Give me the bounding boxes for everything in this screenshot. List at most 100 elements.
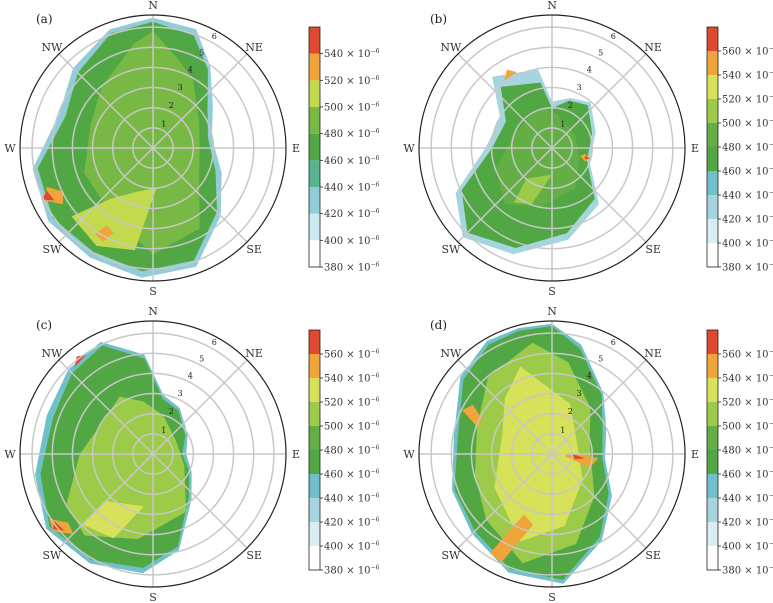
direction-label: SE bbox=[246, 549, 262, 562]
colorbar-segment bbox=[707, 330, 718, 354]
colorbar-tick-label: 480 × 10−6 bbox=[324, 128, 380, 140]
ring-label: 4 bbox=[587, 65, 592, 74]
colorbar-tick-label: 560 × 10−6 bbox=[722, 46, 773, 58]
colorbar-tick-label: 400 × 10−6 bbox=[324, 541, 380, 553]
direction-label: S bbox=[548, 285, 556, 298]
direction-label: N bbox=[547, 0, 557, 12]
ring-label: 3 bbox=[577, 389, 582, 398]
colorbar-segment bbox=[707, 99, 718, 123]
colorbar-tick-label: 500 × 10−6 bbox=[722, 118, 773, 130]
contour-region bbox=[74, 354, 87, 367]
colorbar-segment bbox=[309, 27, 320, 54]
colorbar-segment bbox=[309, 378, 320, 402]
colorbar-tick-label: 400 × 10−6 bbox=[324, 235, 380, 247]
direction-label: SW bbox=[42, 549, 62, 562]
direction-label: NW bbox=[41, 41, 63, 54]
direction-label: S bbox=[548, 591, 556, 603]
direction-label: NW bbox=[440, 41, 462, 54]
colorbar-segment bbox=[309, 426, 320, 450]
colorbar-tick-label: 480 × 10−6 bbox=[722, 142, 773, 154]
colorbar-tick-label: 440 × 10−6 bbox=[324, 493, 380, 505]
colorbar-tick-label: 560 × 10−6 bbox=[722, 349, 773, 361]
colorbar-tick-label: 480 × 10−6 bbox=[324, 445, 380, 457]
colorbar-segment bbox=[707, 498, 718, 522]
ring-label: 1 bbox=[560, 426, 565, 435]
panel-letter: (c) bbox=[36, 318, 52, 332]
contour-region bbox=[490, 514, 534, 563]
contour-region bbox=[82, 501, 144, 539]
direction-label: E bbox=[691, 142, 699, 155]
colorbar-segment bbox=[309, 402, 320, 426]
ring-label: 1 bbox=[161, 426, 166, 435]
colorbar-tick-label: 420 × 10−6 bbox=[324, 517, 380, 529]
colorbar-tick-label: 540 × 10−6 bbox=[722, 373, 773, 385]
direction-label: SW bbox=[441, 243, 461, 256]
polar-frame bbox=[19, 14, 287, 282]
colorbar-segment bbox=[707, 123, 718, 147]
colorbar-segment bbox=[707, 171, 718, 195]
colorbar-segment bbox=[707, 195, 718, 219]
direction-label: S bbox=[149, 285, 157, 298]
grid-spoke bbox=[58, 359, 154, 455]
ring-label: 2 bbox=[169, 101, 174, 110]
colorbar-tick-label: 440 × 10−6 bbox=[722, 493, 773, 505]
direction-label: SW bbox=[42, 243, 62, 256]
ring-label: 1 bbox=[560, 120, 565, 129]
contour-fills bbox=[32, 17, 222, 278]
colorbar-tick-label: 380 × 10−6 bbox=[722, 565, 773, 577]
grid-spoke bbox=[457, 359, 553, 455]
colorbar-segment bbox=[707, 402, 718, 426]
ring-label: 6 bbox=[212, 32, 217, 41]
colorbar-tick-label: 540 × 10−6 bbox=[324, 48, 380, 60]
colorbar-segment bbox=[309, 240, 320, 267]
direction-label: E bbox=[292, 142, 300, 155]
colorbar-tick-label: 460 × 10−6 bbox=[722, 166, 773, 178]
colorbar-segment bbox=[309, 53, 320, 81]
panel-letter: (d) bbox=[430, 318, 447, 332]
direction-label: SW bbox=[441, 549, 461, 562]
colorbar-segment bbox=[707, 426, 718, 450]
colorbar-segment bbox=[309, 133, 320, 161]
colorbar-segment bbox=[309, 107, 320, 134]
colorbar: 380 × 10−6 400 × 10−6 420 × 10−6 440 × 10−6… bbox=[706, 329, 773, 577]
colorbar-tick-label: 480 × 10−6 bbox=[722, 445, 773, 457]
grid-spoke bbox=[152, 453, 248, 549]
colorbar-tick-label: 520 × 10−6 bbox=[324, 397, 380, 409]
ring-label: 4 bbox=[188, 65, 193, 74]
contour-region bbox=[584, 155, 590, 160]
contour-region bbox=[95, 225, 114, 242]
colorbar-tick-label: 420 × 10−6 bbox=[722, 517, 773, 529]
direction-label: N bbox=[148, 0, 158, 12]
contour-region bbox=[53, 520, 65, 531]
direction-label: E bbox=[292, 448, 300, 461]
colorbar-tick-label: 520 × 10−6 bbox=[722, 397, 773, 409]
colorbar-segment bbox=[707, 354, 718, 378]
direction-label: W bbox=[403, 448, 415, 461]
colorbar-tick-label: 520 × 10−6 bbox=[722, 94, 773, 106]
colorbar-tick-label: 400 × 10−6 bbox=[722, 541, 773, 553]
colorbar-segment bbox=[707, 243, 718, 267]
ring-label: 3 bbox=[577, 83, 582, 92]
direction-label: SE bbox=[645, 243, 661, 256]
colorbar-tick-label: 460 × 10−6 bbox=[324, 155, 380, 167]
colorbar-segment bbox=[309, 187, 320, 214]
contour-region bbox=[504, 69, 517, 81]
colorbar-tick-label: 380 × 10−6 bbox=[722, 262, 773, 274]
colorbar-segment bbox=[707, 378, 718, 402]
contour-region bbox=[513, 174, 552, 205]
polar-frame bbox=[19, 320, 287, 588]
colorbar-segment bbox=[309, 213, 320, 241]
colorbar-tick-label: 440 × 10−6 bbox=[324, 182, 380, 194]
grid-spoke bbox=[58, 147, 154, 243]
colorbar-segment bbox=[707, 219, 718, 243]
ring-label: 6 bbox=[611, 32, 616, 41]
panel-letter: (a) bbox=[36, 12, 53, 26]
colorbar-segment bbox=[707, 522, 718, 546]
direction-label: NE bbox=[245, 347, 263, 360]
colorbar-segment bbox=[309, 354, 320, 378]
colorbar-tick-label: 500 × 10−6 bbox=[722, 421, 773, 433]
ring-label: 5 bbox=[199, 354, 204, 363]
